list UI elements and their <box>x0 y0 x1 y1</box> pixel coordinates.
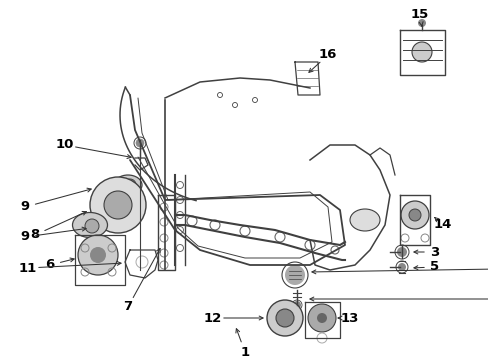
Text: 16: 16 <box>318 49 337 62</box>
Text: 6: 6 <box>45 258 55 271</box>
Text: 1: 1 <box>240 346 249 359</box>
Circle shape <box>307 304 335 332</box>
Text: 11: 11 <box>19 261 37 274</box>
Circle shape <box>316 313 326 323</box>
Circle shape <box>400 201 428 229</box>
Text: 13: 13 <box>340 311 359 324</box>
Circle shape <box>78 235 118 275</box>
Text: 8: 8 <box>30 229 40 242</box>
Circle shape <box>411 42 431 62</box>
Circle shape <box>90 177 146 233</box>
Circle shape <box>136 139 143 147</box>
Circle shape <box>266 300 303 336</box>
Text: 3: 3 <box>429 246 439 258</box>
Text: 10: 10 <box>56 139 74 152</box>
Text: 7: 7 <box>123 301 132 314</box>
Text: 14: 14 <box>433 219 451 231</box>
Text: 12: 12 <box>203 311 222 324</box>
Ellipse shape <box>349 209 379 231</box>
Circle shape <box>104 191 132 219</box>
Circle shape <box>285 265 305 285</box>
Text: 9: 9 <box>20 230 29 243</box>
Circle shape <box>397 263 405 271</box>
Circle shape <box>408 209 420 221</box>
Text: 15: 15 <box>410 9 428 22</box>
Circle shape <box>396 247 406 257</box>
Circle shape <box>90 247 106 263</box>
Circle shape <box>292 301 301 309</box>
Ellipse shape <box>72 212 107 238</box>
Ellipse shape <box>114 175 142 195</box>
Circle shape <box>275 309 293 327</box>
Text: 9: 9 <box>20 201 29 213</box>
Text: 5: 5 <box>429 261 439 274</box>
Circle shape <box>417 19 425 27</box>
Circle shape <box>85 219 99 233</box>
Circle shape <box>124 179 136 191</box>
